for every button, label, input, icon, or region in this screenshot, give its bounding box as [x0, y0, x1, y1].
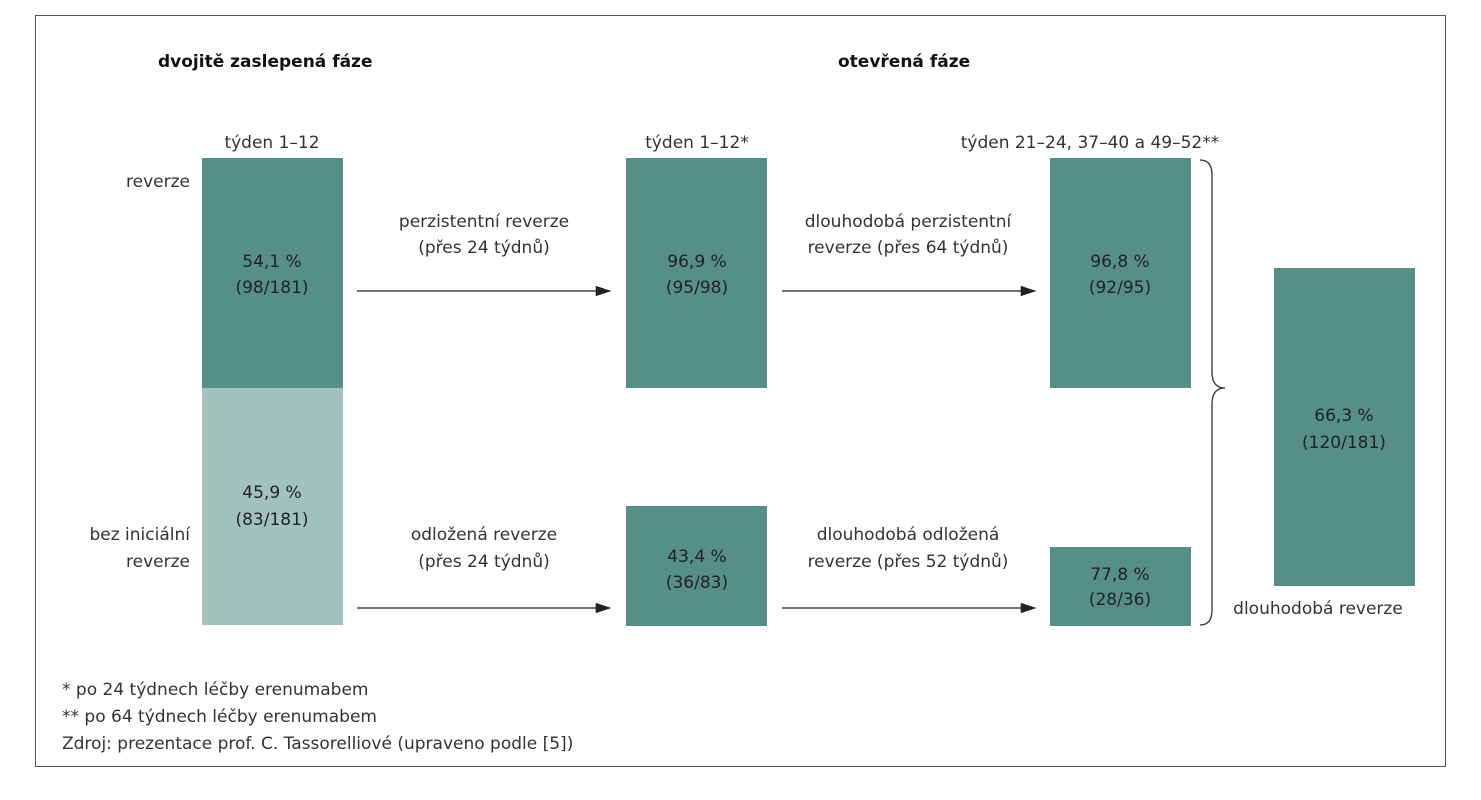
header: otevřená fáze: [838, 52, 970, 72]
box-text: (98/181): [235, 278, 308, 298]
box-text: (95/98): [666, 278, 728, 298]
arrow-label: dlouhodobá odložená: [817, 525, 1000, 545]
box: [1274, 268, 1415, 586]
box-text: 45,9 %: [242, 483, 301, 503]
row-label: bez iniciální: [89, 525, 191, 545]
box: [1050, 158, 1191, 388]
box-text: (36/83): [666, 573, 728, 593]
box-text: (92/95): [1089, 278, 1151, 298]
box-text: (28/36): [1089, 590, 1151, 610]
arrow-label: dlouhodobá perzistentní: [805, 212, 1013, 232]
frame: [35, 15, 1446, 767]
box: [1050, 547, 1191, 626]
arrow-label: odložená reverze: [411, 525, 557, 545]
box-text: 43,4 %: [667, 547, 726, 567]
arrow-label: (přes 24 týdnů): [418, 552, 550, 572]
box: [202, 158, 343, 388]
header: dvojitě zaslepená fáze: [158, 52, 372, 72]
column-label: týden 21–24, 37–40 a 49–52**: [961, 133, 1219, 153]
box-text: 54,1 %: [242, 252, 301, 272]
column-label: týden 1–12*: [645, 133, 749, 153]
box-text: (83/181): [235, 510, 308, 530]
box: [202, 388, 343, 625]
row-label: reverze: [126, 172, 190, 192]
arrow-label: perzistentní reverze: [399, 212, 569, 232]
footnote: * po 24 týdnech léčby erenumabem: [62, 680, 368, 700]
footnote: ** po 64 týdnech léčby erenumabem: [62, 707, 377, 727]
box-text: 96,9 %: [667, 252, 726, 272]
arrow-label: reverze (přes 64 týdnů): [808, 238, 1009, 258]
box-text: 77,8 %: [1090, 565, 1149, 585]
footnote: Zdroj: prezentace prof. C. Tassorelliové…: [62, 734, 573, 754]
box: [626, 506, 767, 626]
brace: [1199, 159, 1226, 626]
box-text: (120/181): [1302, 433, 1386, 453]
box-text: 96,8 %: [1090, 252, 1149, 272]
row-label: reverze: [126, 552, 190, 572]
final-label: dlouhodobá reverze: [1233, 599, 1403, 619]
arrow-label: reverze (přes 52 týdnů): [808, 552, 1009, 572]
box-text: 66,3 %: [1314, 406, 1373, 426]
column-label: týden 1–12: [224, 133, 319, 153]
arrow-label: (přes 24 týdnů): [418, 238, 550, 258]
box: [626, 158, 767, 388]
